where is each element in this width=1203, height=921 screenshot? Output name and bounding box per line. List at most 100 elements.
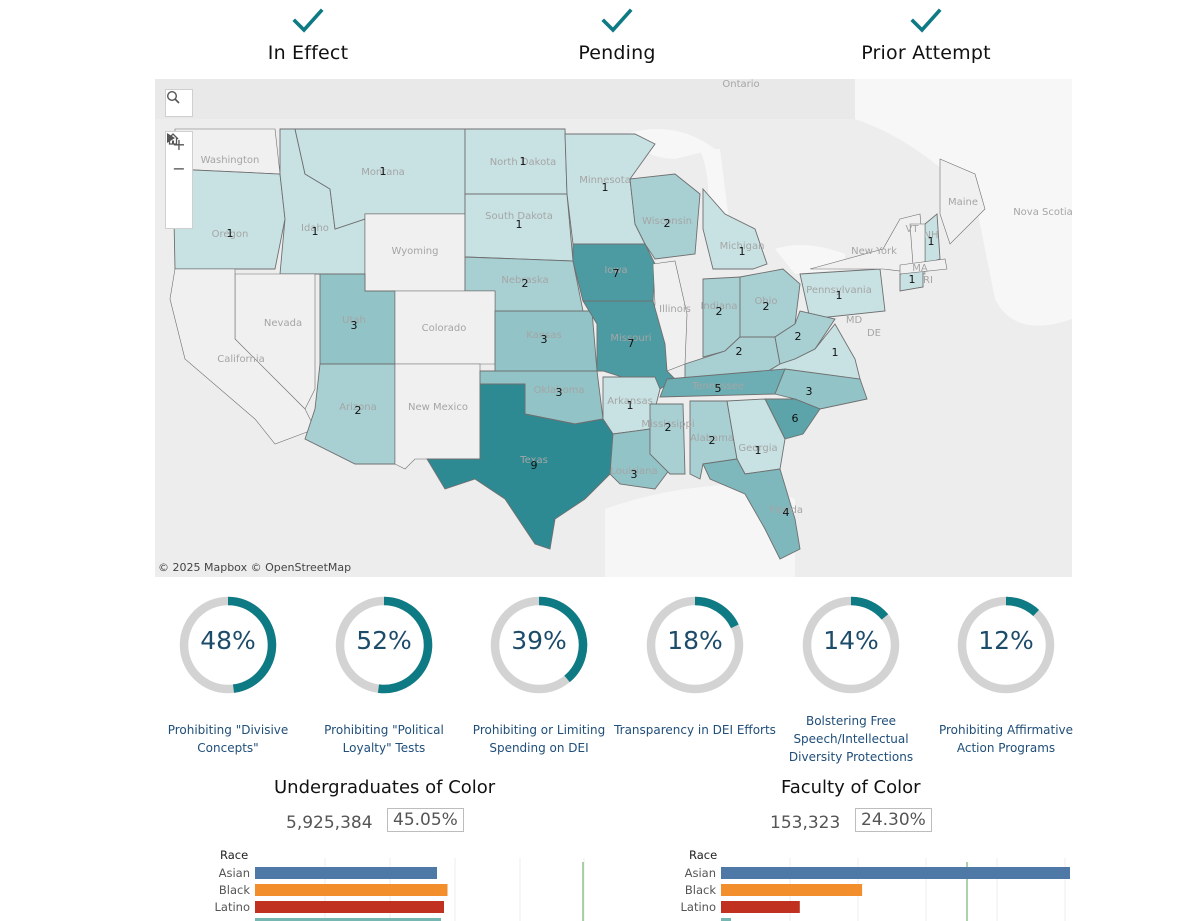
filter-pending[interactable]: Pending (507, 0, 727, 64)
basemap-label: MA (912, 263, 928, 274)
gauge-caption: Bolstering Free Speech/Intellectual Dive… (788, 714, 914, 764)
basemap-label: Oklahoma (534, 385, 585, 396)
gauge-value: 12% (978, 626, 1034, 655)
state-count-label: 2 (709, 434, 716, 447)
state-oregon[interactable] (172, 168, 286, 270)
gauge-ring (179, 596, 277, 694)
home-button[interactable] (166, 133, 192, 204)
filter-prior-attempt[interactable]: Prior Attempt (816, 0, 1036, 64)
basemap-label: Texas (519, 455, 548, 466)
basemap-label: Pennsylvania (806, 285, 872, 296)
zoom-out-button[interactable]: − (166, 156, 192, 180)
race-bar-asian[interactable] (721, 867, 1070, 879)
basemap-label: VT (906, 224, 920, 235)
gauge-value: 52% (356, 626, 412, 655)
gauge-value: 48% (200, 626, 256, 655)
faculty-race-chart: Race Asian Black Latino (660, 848, 1070, 921)
gauge-1[interactable]: 48% Prohibiting "Divisive Concepts" (153, 588, 303, 755)
basemap-label: Wisconsin (642, 216, 692, 227)
gauge-ring (490, 596, 588, 694)
basemap-label: Iowa (604, 265, 627, 276)
basemap-label: Montana (361, 167, 405, 178)
state-florida[interactable] (702, 458, 801, 560)
choropleth-map[interactable]: Washington Oregon Montana North Dakota South… (155, 79, 1072, 577)
race-bar-latino[interactable] (721, 901, 800, 913)
gauge-value: 14% (823, 626, 879, 655)
state-pennsylvania[interactable] (799, 268, 886, 320)
undergrad-title: Undergraduates of Color (274, 777, 496, 798)
state-count-label: 6 (792, 412, 799, 425)
state-count-label: 1 (928, 235, 935, 248)
race-label: Latino (215, 900, 250, 914)
state-count-label: 1 (739, 245, 746, 258)
basemap-label: NH (924, 230, 939, 241)
race-bar-asian[interactable] (255, 867, 437, 879)
state-count-label: 1 (832, 346, 839, 359)
search-icon (166, 90, 180, 104)
race-header: Race (689, 848, 718, 862)
gauge-2[interactable]: 52% Prohibiting "Political Loyalty" Tests (309, 588, 459, 755)
state-wisconsin[interactable] (629, 173, 701, 260)
faculty-percent: 24.30% (855, 808, 932, 832)
basemap-label: Maine (948, 197, 978, 208)
state-count-label: 1 (836, 289, 843, 302)
basemap-label: Missouri (610, 333, 651, 344)
gauge-4[interactable]: 18% Transparency in DEI Efforts (614, 588, 776, 737)
basemap-label: Nova Scotia (1013, 207, 1072, 218)
zoom-in-button[interactable]: + (166, 132, 192, 156)
basemap-label: Idaho (301, 223, 329, 234)
state-maine (939, 158, 986, 245)
state-count-label: 1 (909, 273, 916, 286)
state-new-york (809, 213, 926, 275)
state-count-label: 3 (806, 385, 813, 398)
basemap-label: RI (923, 275, 933, 286)
state-count-label: 2 (522, 277, 529, 290)
gauge-fill (694, 596, 739, 629)
zoom-out-icon: − (172, 158, 186, 178)
race-label: Black (685, 883, 716, 897)
gauge-value: 18% (667, 626, 723, 655)
undergrad-race-chart: Race Asian Black Latino (190, 848, 600, 921)
basemap-label: Indiana (700, 301, 737, 312)
race-bar-latino[interactable] (255, 901, 444, 913)
gauge-3[interactable]: 39% Prohibiting or Limiting Spending on D… (464, 588, 614, 755)
gauge-caption: Prohibiting "Political Loyalty" Tests (324, 723, 444, 755)
race-label: Black (219, 883, 250, 897)
state-mississippi[interactable] (649, 403, 686, 475)
map-canvas[interactable]: Washington Oregon Montana North Dakota South… (155, 79, 1072, 577)
gauge-fill (377, 596, 433, 694)
state-count-label: 1 (755, 444, 762, 457)
map-zoom-controls: + − (165, 131, 193, 229)
state-texas[interactable] (426, 383, 614, 550)
state-count-label: 2 (736, 345, 743, 358)
state-count-label: 1 (312, 225, 319, 238)
filter-in-effect[interactable]: In Effect (198, 0, 418, 64)
basemap-label: Alabama (690, 433, 734, 444)
basemap-label: New Mexico (408, 402, 468, 413)
basemap-label: Oregon (212, 229, 249, 240)
state-count-label: 7 (628, 337, 635, 350)
state-count-label: 3 (541, 333, 548, 346)
gauge-5[interactable]: 14% Bolstering Free Speech/Intellectual D… (776, 588, 926, 764)
map-attribution[interactable]: © 2025 Mapbox © OpenStreetMap (158, 561, 352, 574)
race-bar-black[interactable] (721, 884, 863, 896)
gauge-fill (538, 596, 588, 683)
state-count-label: 3 (631, 468, 638, 481)
state-count-label: 2 (355, 404, 362, 417)
gauge-6[interactable]: 12% Prohibiting Affirmative Action Progra… (931, 588, 1081, 755)
state-count-label: 3 (556, 386, 563, 399)
basemap-label: South Dakota (485, 211, 553, 222)
basemap-label: Nebraska (501, 275, 548, 286)
race-label: Asian (219, 866, 250, 880)
race-bar-black[interactable] (255, 884, 448, 896)
undergrad-bars: Asian Black Latino (215, 858, 585, 921)
state-michigan[interactable] (702, 187, 768, 270)
state-count-label: 9 (531, 459, 538, 472)
state-count-label: 2 (763, 300, 770, 313)
state-california (169, 268, 316, 445)
map-search-button[interactable] (165, 89, 193, 117)
pan-toggle-button[interactable] (166, 133, 192, 228)
state-virginia[interactable] (753, 323, 861, 380)
basemap-label: Tennessee (691, 381, 744, 392)
filter-label: Pending (578, 42, 656, 64)
